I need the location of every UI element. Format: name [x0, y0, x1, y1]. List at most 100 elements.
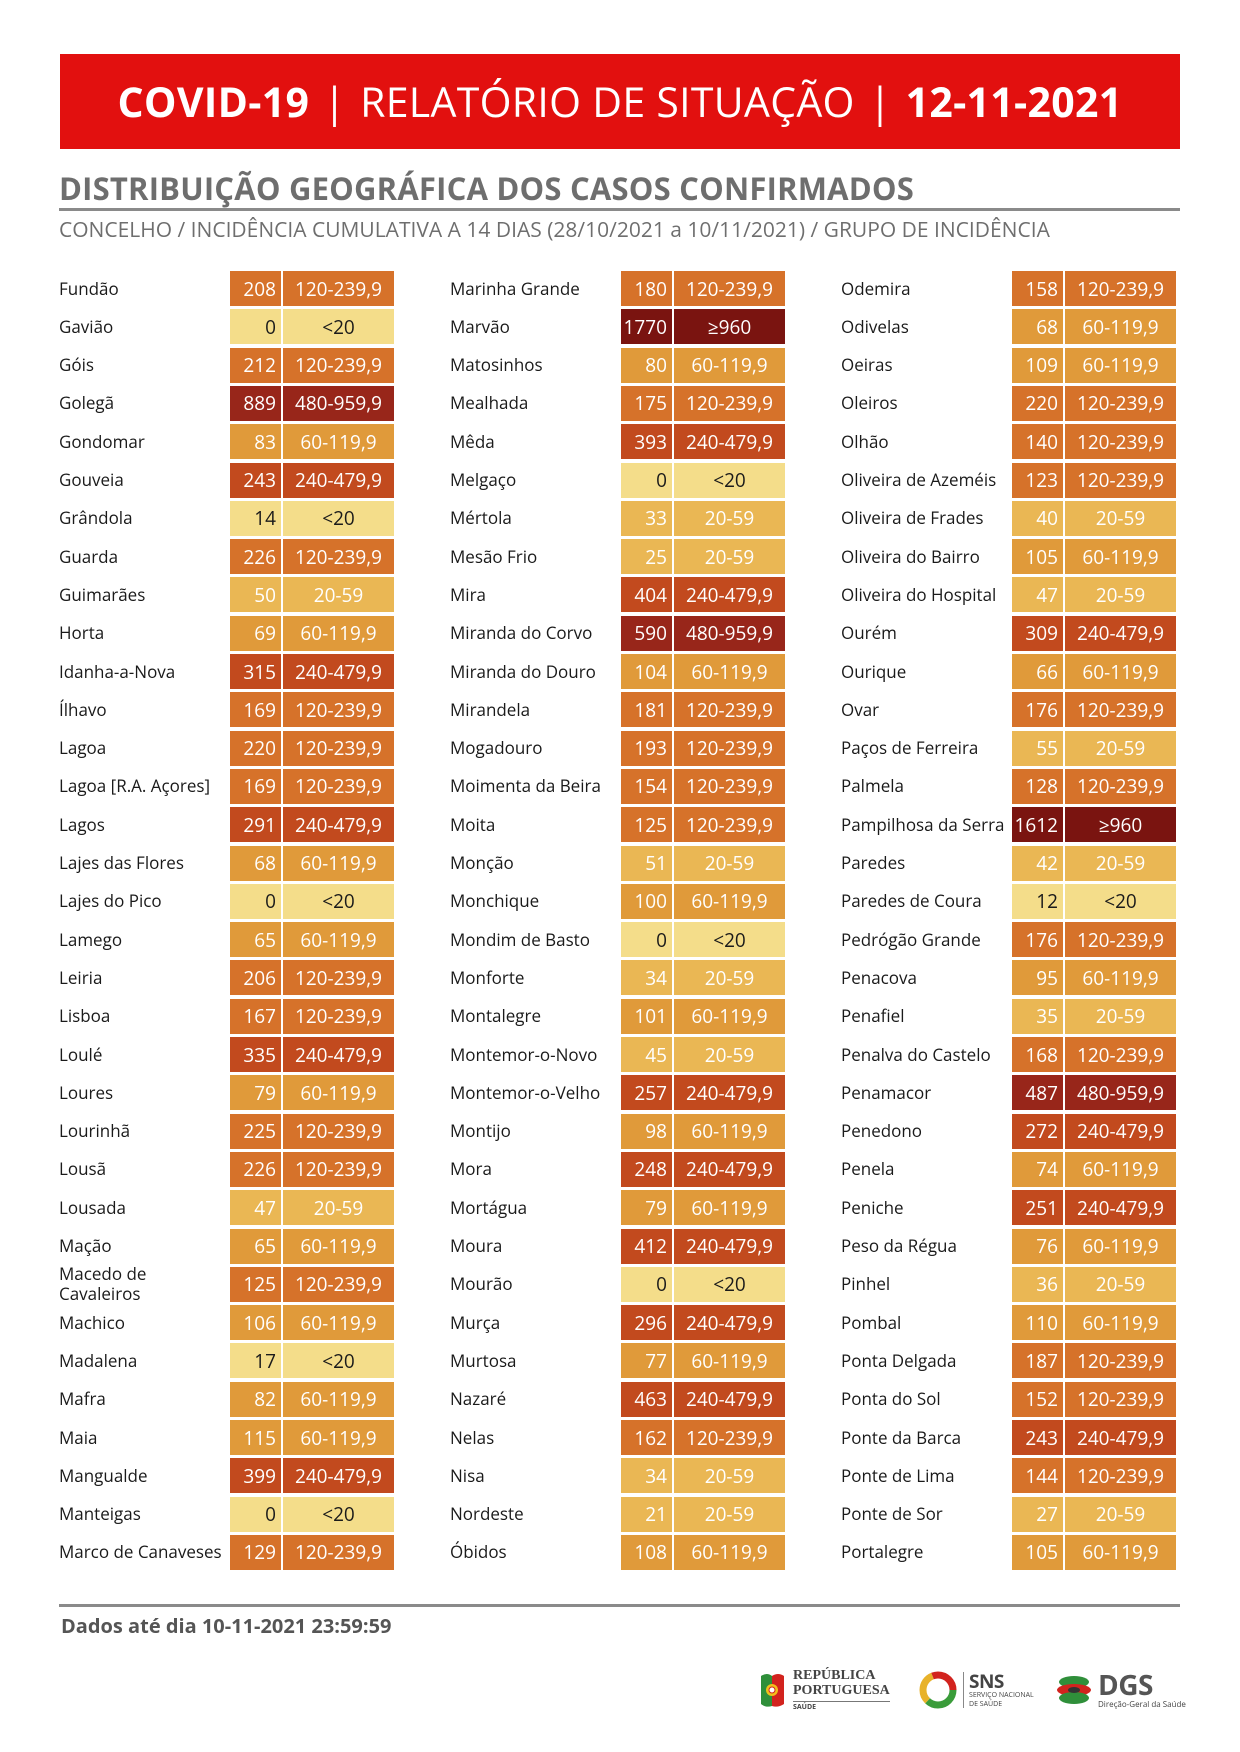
incidence-value: 115: [230, 1420, 281, 1455]
table-row: Mêda 393 240-479,9: [450, 424, 790, 460]
incidence-value: 181: [621, 692, 672, 728]
banner-title-mid: RELATÓRIO DE SITUAÇÃO: [360, 73, 855, 130]
table-row: Maia 115 60-119,9: [59, 1420, 399, 1455]
table-row: Paredes 42 20-59: [841, 845, 1181, 881]
incidence-value: 0: [621, 922, 672, 958]
municipality-name: Mourão: [450, 1272, 513, 1296]
incidence-group: 120-239,9: [674, 807, 785, 843]
municipality-name: Madalena: [59, 1348, 138, 1372]
table-row: Mesão Frio 25 20-59: [450, 539, 790, 575]
incidence-value: 257: [621, 1075, 672, 1111]
table-row: Marvão 1770 ≥960: [450, 309, 790, 345]
table-row: Monchique 100 60-119,9: [450, 883, 790, 919]
incidence-value: 180: [621, 271, 672, 306]
table-row: Ílhavo 169 120-239,9: [59, 692, 399, 728]
municipality-name: Peso da Régua: [841, 1234, 957, 1257]
municipality-name: Lagoa [R.A. Açores]: [59, 774, 211, 798]
incidence-group: 240-479,9: [674, 1228, 785, 1264]
incidence-group: 20-59: [674, 1037, 785, 1072]
table-row: Marco de Canaveses 129 120-239,9: [59, 1534, 399, 1570]
incidence-group: <20: [1065, 883, 1176, 919]
incidence-value: 169: [230, 768, 281, 804]
banner-separator-1: |: [323, 73, 347, 130]
municipality-name: Oeiras: [841, 353, 893, 377]
table-row: Mourão 0 <20: [450, 1266, 790, 1302]
table-row: Oliveira do Hospital 47 20-59: [841, 577, 1181, 613]
municipality-name: Portalegre: [841, 1540, 924, 1564]
incidence-group: 20-59: [674, 960, 785, 996]
table-row: Machico 106 60-119,9: [59, 1305, 399, 1341]
municipality-name: Macedo de Cavaleiros: [59, 1262, 147, 1306]
table-row: Idanha-a-Nova 315 240-479,9: [59, 654, 399, 689]
municipality-name: Loures: [59, 1080, 114, 1104]
table-row: Góis 212 120-239,9: [59, 347, 399, 383]
municipality-name: Moimenta da Beira: [450, 774, 601, 798]
incidence-value: 220: [230, 730, 281, 766]
table-row: Golegã 889 480-959,9: [59, 385, 399, 421]
sns-logo: SNS SERVIÇO NACIONAL DE SAÚDE: [918, 1665, 1034, 1715]
incidence-value: 80: [621, 347, 672, 383]
incidence-group: 120-239,9: [283, 998, 394, 1034]
municipality-name: Penamacor: [841, 1080, 932, 1104]
incidence-value: 128: [1012, 768, 1063, 804]
table-row: Mértola 33 20-59: [450, 500, 790, 536]
incidence-value: 272: [1012, 1113, 1063, 1149]
incidence-value: 129: [230, 1534, 281, 1570]
municipality-name: Mora: [450, 1157, 492, 1181]
incidence-group: 120-239,9: [283, 730, 394, 766]
municipality-name: Lourinhã: [59, 1119, 131, 1143]
table-row: Olhão 140 120-239,9: [841, 424, 1181, 460]
incidence-value: 68: [230, 845, 281, 881]
incidence-value: 40: [1012, 500, 1063, 536]
incidence-group: 120-239,9: [283, 768, 394, 804]
republica-line3: SAÚDE: [793, 1701, 890, 1712]
incidence-value: 21: [621, 1496, 672, 1532]
table-row: Lajes do Pico 0 <20: [59, 883, 399, 919]
incidence-value: 167: [230, 998, 281, 1034]
incidence-value: 590: [621, 615, 672, 651]
incidence-group: 20-59: [674, 500, 785, 536]
republica-portuguesa-logo: REPÚBLICA PORTUGUESA SAÚDE: [757, 1665, 890, 1715]
table-row: Peso da Régua 76 60-119,9: [841, 1228, 1181, 1264]
incidence-value: 154: [621, 768, 672, 804]
municipality-name: Marvão: [450, 314, 510, 338]
table-row: Odivelas 68 60-119,9: [841, 309, 1181, 345]
municipality-name: Machico: [59, 1310, 125, 1334]
municipality-name: Monforte: [450, 965, 525, 989]
table-row: Gavião 0 <20: [59, 309, 399, 345]
municipality-name: Oliveira do Hospital: [841, 582, 997, 606]
municipality-name: Murtosa: [450, 1348, 517, 1372]
incidence-value: 47: [1012, 577, 1063, 613]
incidence-value: 69: [230, 615, 281, 651]
table-row: Lousã 226 120-239,9: [59, 1151, 399, 1187]
incidence-value: 404: [621, 577, 672, 613]
municipality-name: Peniche: [841, 1195, 904, 1219]
municipality-name: Óbidos: [450, 1540, 507, 1564]
municipality-name: Oliveira do Bairro: [841, 544, 980, 568]
incidence-group: 20-59: [1065, 998, 1176, 1034]
incidence-value: 144: [1012, 1458, 1063, 1494]
incidence-value: 17: [230, 1343, 281, 1379]
incidence-group: 240-479,9: [283, 462, 394, 498]
incidence-group: 60-119,9: [1065, 960, 1176, 996]
incidence-group: 20-59: [283, 577, 394, 613]
incidence-group: 20-59: [674, 1458, 785, 1494]
incidence-value: 243: [1012, 1420, 1063, 1455]
incidence-group: 120-239,9: [1065, 385, 1176, 421]
incidence-value: 152: [1012, 1381, 1063, 1417]
incidence-group: 20-59: [674, 1496, 785, 1532]
incidence-group: 120-239,9: [674, 385, 785, 421]
municipality-name: Guarda: [59, 544, 119, 568]
incidence-value: 1770: [621, 309, 672, 345]
banner-separator-2: |: [868, 73, 892, 130]
table-row: Pedrógão Grande 176 120-239,9: [841, 922, 1181, 958]
table-row: Ponta do Sol 152 120-239,9: [841, 1381, 1181, 1417]
table-row: Penedono 272 240-479,9: [841, 1113, 1181, 1149]
municipality-name: Mangualde: [59, 1463, 148, 1487]
incidence-group: 240-479,9: [674, 424, 785, 460]
municipality-name: Ourique: [841, 659, 907, 683]
incidence-value: 66: [1012, 654, 1063, 689]
table-row: Montemor-o-Novo 45 20-59: [450, 1037, 790, 1072]
table-row: Nordeste 21 20-59: [450, 1496, 790, 1532]
table-row: Mirandela 181 120-239,9: [450, 692, 790, 728]
